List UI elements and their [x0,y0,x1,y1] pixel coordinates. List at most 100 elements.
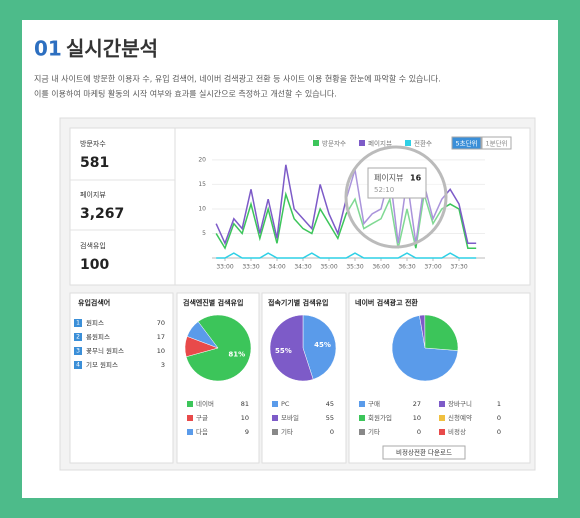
stat-label: 페이지뷰 [80,190,106,199]
y-tick-label: 15 [198,181,206,188]
x-tick-label: 36:00 [372,264,389,271]
download-button[interactable] [382,445,466,460]
legend-swatch [187,429,193,435]
keyword: 꽃무늬 원피스 [86,346,124,355]
x-tick-label: 35:30 [346,264,363,271]
rank: 1 [76,320,80,327]
y-tick-label: 5 [202,230,206,237]
rank-badge [74,347,82,355]
stat-label: 방문자수 [80,139,106,148]
legend-label: 구매 [368,400,380,408]
legend-value: 27 [413,400,421,408]
legend-value: 10 [413,414,421,422]
keyword-title: 유입검색어 [78,298,110,307]
legend-swatch [272,429,278,435]
legend-swatch [439,415,445,421]
legend-swatch [439,429,445,435]
legend-value: 0 [497,414,501,422]
legend-swatch [187,401,193,407]
legend-swatch [405,140,411,146]
stat-value: 3,267 [80,206,124,222]
keyword-count: 10 [157,347,165,355]
legend-value: 9 [245,428,249,436]
legend-value: 0 [497,428,501,436]
rank: 3 [76,348,80,355]
legend-label: 기타 [368,427,380,436]
x-tick-label: 37:00 [424,264,441,271]
slice-label: 81% [228,350,245,358]
stat-value: 100 [80,257,109,273]
line-box [174,127,531,286]
keyword: 롱원피스 [86,332,110,341]
legend-label: 회원가입 [368,413,392,422]
interval-label: 5초단위 [455,139,477,148]
rank: 2 [76,334,80,341]
x-tick-label: 37:30 [450,264,467,271]
x-tick-label: 35:00 [320,264,337,271]
legend-value: 0 [417,428,421,436]
pie-slice [424,314,459,351]
legend-label: 방문자수 [322,139,346,148]
keyword: 기모 원피스 [86,360,118,369]
legend-swatch [313,140,319,146]
x-tick-label: 33:00 [216,264,233,271]
pie-slice [302,314,337,380]
y-tick-label: 20 [198,156,206,163]
x-tick-label: 36:30 [398,264,415,271]
series-line [216,252,477,259]
tooltip-value: 16 [410,174,422,183]
interval-label: 1분단위 [485,139,507,148]
legend-value: 10 [241,414,249,422]
pie-title: 네이버 검색광고 전환 [355,298,418,307]
interval-button[interactable] [481,136,512,150]
rank: 4 [76,362,80,369]
legend-label: 다음 [196,427,208,436]
legend-label: 전환수 [414,139,432,148]
legend-value: 0 [330,428,334,436]
rank-badge [74,333,82,341]
legend-label: 네이버 [196,399,214,408]
legend-value: 81 [241,400,249,408]
legend-label: 장바구니 [448,399,472,408]
description: 지금 내 사이트에 방문한 이용자 수, 유입 검색어, 네이버 검색광고 전환… [34,74,441,84]
legend-swatch [439,401,445,407]
keyword: 원피스 [86,318,104,327]
x-tick-label: 34:30 [294,264,311,271]
pie-title: 접속기기별 검색유입 [268,298,328,307]
keyword-count: 3 [161,361,165,369]
legend-swatch [272,401,278,407]
legend-label: 비정상 [448,427,466,436]
stat-value: 581 [80,155,109,171]
keyword-box [69,292,174,464]
slice-label: 55% [275,347,292,355]
rank-badge [74,361,82,369]
y-tick-label: 10 [198,205,206,212]
legend-label: 모바일 [281,413,299,422]
pie-slice [186,321,219,349]
download-label: 비정상전환 다운로드 [396,448,452,457]
tooltip-time: 52:10 [374,186,394,194]
interval-button[interactable] [451,136,482,150]
legend-swatch [359,140,365,146]
pie-title: 검색엔진별 검색유입 [183,298,243,307]
legend-label: PC [281,400,290,408]
keyword-count: 17 [157,333,165,341]
legend-label: 페이지뷰 [368,139,392,148]
legend-value: 1 [497,400,501,408]
x-tick-label: 33:30 [242,264,259,271]
legend-label: 구글 [196,414,208,422]
tooltip [367,167,427,199]
section-number: 01 [34,37,62,61]
description: 이를 이용하여 마케팅 활동의 시작 여부와 효과를 실시간으로 측정하고 개선… [34,89,337,99]
legend-swatch [359,429,365,435]
stat-label: 검색유입 [80,241,106,250]
rank-badge [74,319,82,327]
legend-value: 45 [326,400,334,408]
slice-label: 45% [314,341,331,349]
keyword-count: 70 [157,319,165,327]
tooltip-name: 페이지뷰 [374,173,403,183]
x-tick-label: 34:00 [268,264,285,271]
legend-value: 55 [326,414,334,422]
legend-label: 신청예약 [448,413,472,422]
